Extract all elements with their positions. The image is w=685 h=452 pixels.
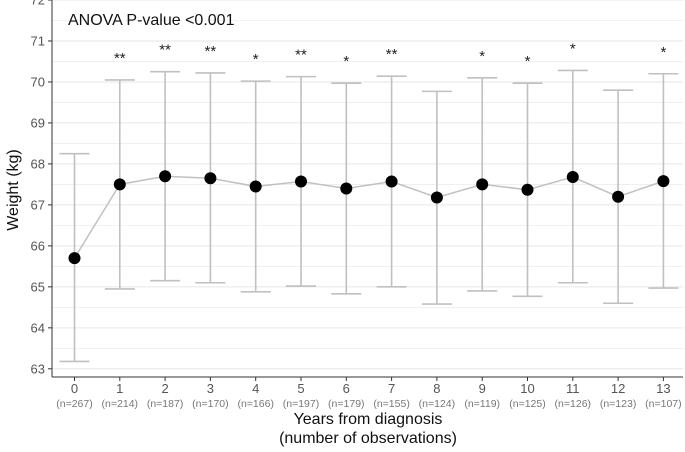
n-label: (n=179) xyxy=(328,398,364,410)
mean-point xyxy=(385,175,398,188)
x-tick-label: 2 xyxy=(161,381,168,396)
x-tick-label: 7 xyxy=(388,381,395,396)
error-bars xyxy=(59,69,679,363)
n-label: (n=125) xyxy=(509,398,545,410)
mean-point xyxy=(566,171,579,184)
significance-star: * xyxy=(253,51,259,68)
significance-markers: ** ** ** * ** * ** * ** * xyxy=(114,40,667,70)
x-tick-label: 13 xyxy=(656,381,670,396)
significance-star: ** xyxy=(114,50,126,67)
n-label: (n=155) xyxy=(373,398,409,410)
mean-point xyxy=(204,172,217,185)
mean-point xyxy=(295,175,307,188)
n-label: (n=187) xyxy=(147,398,183,410)
grid-lines xyxy=(52,0,683,370)
n-label: (n=119) xyxy=(464,398,500,410)
significance-star: * xyxy=(525,53,531,70)
mean-point xyxy=(249,180,262,193)
mean-point xyxy=(657,175,670,188)
significance-star: * xyxy=(660,44,666,61)
n-label: (n=170) xyxy=(192,398,228,410)
n-label: (n=214) xyxy=(102,398,138,410)
x-tick-label: 6 xyxy=(343,381,350,396)
n-label: (n=197) xyxy=(283,398,319,410)
y-tick-label: 69 xyxy=(31,115,45,130)
mean-points xyxy=(68,170,670,265)
n-label: (n=166) xyxy=(237,398,273,410)
tick-labels: 636465666768697071720(n=267)1(n=214)2(n=… xyxy=(31,0,682,410)
y-axis-title: Weight (kg) xyxy=(5,149,22,231)
y-tick-label: 68 xyxy=(31,156,45,171)
n-label: (n=107) xyxy=(645,398,681,410)
mean-point xyxy=(612,190,625,203)
x-tick-label: 4 xyxy=(252,381,259,396)
mean-connector-line xyxy=(73,175,664,259)
mean-point xyxy=(68,252,81,265)
significance-star: * xyxy=(570,40,576,57)
n-label: (n=267) xyxy=(56,398,92,410)
significance-star: ** xyxy=(295,47,307,64)
significance-star: ** xyxy=(205,43,217,60)
y-tick-label: 66 xyxy=(31,238,45,253)
n-label: (n=126) xyxy=(555,398,591,410)
x-axis-title-line2: (number of observations) xyxy=(279,430,457,447)
significance-star: * xyxy=(479,48,485,65)
x-tick-label: 12 xyxy=(611,381,625,396)
x-tick-label: 1 xyxy=(116,381,123,396)
y-tick-label: 67 xyxy=(31,197,45,212)
n-label: (n=124) xyxy=(419,398,455,410)
y-tick-label: 71 xyxy=(31,33,45,48)
y-tick-label: 72 xyxy=(31,0,45,8)
mean-point xyxy=(113,178,126,191)
mean-point xyxy=(521,183,534,196)
x-tick-label: 5 xyxy=(297,381,304,396)
x-tick-label: 9 xyxy=(479,381,486,396)
y-tick-label: 64 xyxy=(31,320,45,335)
significance-star: ** xyxy=(159,42,171,59)
x-tick-label: 11 xyxy=(566,381,580,396)
annotation-text: ANOVA P-value <0.001 xyxy=(68,12,235,29)
y-tick-label: 63 xyxy=(31,361,45,376)
mean-point xyxy=(430,191,443,204)
mean-point xyxy=(340,182,353,195)
x-tick-label: 0 xyxy=(71,381,78,396)
significance-star: * xyxy=(343,53,349,70)
y-tick-label: 70 xyxy=(31,74,45,89)
x-tick-label: 3 xyxy=(207,381,214,396)
x-tick-label: 8 xyxy=(433,381,440,396)
x-axis-title-line1: Years from diagnosis xyxy=(294,411,443,428)
significance-star: ** xyxy=(386,46,398,63)
axes xyxy=(48,0,683,381)
x-tick-label: 10 xyxy=(520,381,534,396)
n-label: (n=123) xyxy=(600,398,636,410)
mean-line xyxy=(73,175,664,259)
mean-point xyxy=(476,178,489,191)
y-tick-label: 65 xyxy=(31,279,45,294)
mean-point xyxy=(159,170,172,183)
